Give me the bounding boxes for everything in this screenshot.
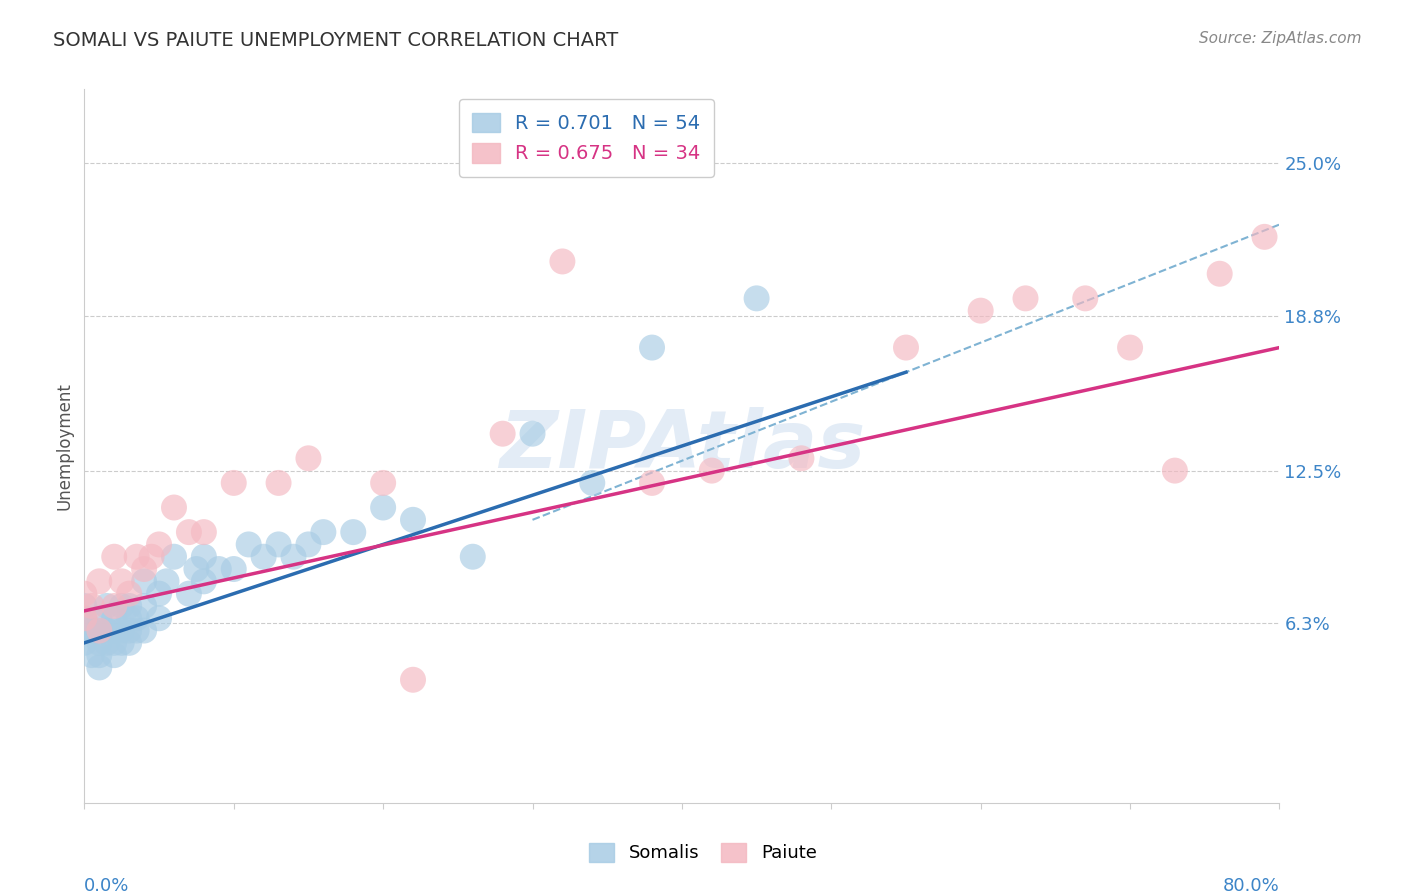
Point (73, 636, 96, 650)
Point (492, 426, 515, 441)
Text: 0.0%: 0.0% (84, 877, 129, 892)
Point (89, 624, 111, 638)
Point (103, 611, 125, 625)
Point (522, 426, 544, 441)
Point (111, 599, 134, 613)
Point (163, 549, 186, 564)
Point (402, 513, 425, 527)
Point (373, 475, 395, 490)
Point (111, 574, 134, 589)
Point (238, 537, 260, 551)
Point (283, 549, 305, 564)
Point (177, 587, 200, 601)
Point (970, 303, 993, 318)
Point (118, 599, 141, 613)
Point (1014, 291, 1036, 305)
Point (132, 599, 156, 613)
Point (208, 562, 231, 576)
Point (132, 624, 156, 638)
Point (111, 636, 134, 650)
Point (89, 636, 111, 650)
Point (163, 500, 186, 515)
Point (297, 451, 319, 466)
Point (96, 624, 118, 638)
Legend: Somalis, Paiute: Somalis, Paiute (582, 836, 824, 870)
Point (267, 475, 290, 490)
Point (125, 611, 148, 625)
Point (89, 624, 111, 638)
Text: ZIPAtlas: ZIPAtlas (499, 407, 865, 485)
Point (790, 451, 813, 466)
Point (186, 562, 208, 576)
Point (89, 611, 111, 625)
Point (461, 549, 484, 564)
Point (80, 599, 103, 613)
Legend: R = 0.701   N = 54, R = 0.675   N = 34: R = 0.701 N = 54, R = 0.675 N = 34 (458, 99, 714, 177)
Point (1209, 267, 1232, 281)
Point (193, 574, 215, 589)
Point (89, 660, 111, 674)
Point (73, 624, 96, 638)
Point (641, 341, 664, 355)
Point (103, 549, 125, 564)
Point (641, 475, 664, 490)
Text: 80.0%: 80.0% (1223, 877, 1279, 892)
Point (103, 624, 125, 638)
Point (89, 648, 111, 662)
Point (581, 475, 603, 490)
Point (342, 525, 364, 540)
Point (267, 537, 290, 551)
Point (894, 341, 917, 355)
Point (80, 624, 103, 638)
Point (118, 636, 141, 650)
Point (402, 673, 425, 687)
Point (1074, 291, 1097, 305)
Point (125, 624, 148, 638)
Point (118, 624, 141, 638)
Point (118, 611, 141, 625)
Point (177, 525, 200, 540)
Point (222, 562, 245, 576)
Point (253, 549, 276, 564)
Point (73, 599, 96, 613)
Text: Source: ZipAtlas.com: Source: ZipAtlas.com (1198, 31, 1361, 46)
Point (745, 291, 768, 305)
Point (132, 562, 156, 576)
Y-axis label: Unemployment: Unemployment (55, 382, 73, 510)
Point (111, 624, 134, 638)
Point (96, 636, 118, 650)
Point (1164, 464, 1187, 478)
Point (103, 636, 125, 650)
Point (312, 525, 335, 540)
Text: SOMALI VS PAIUTE UNEMPLOYMENT CORRELATION CHART: SOMALI VS PAIUTE UNEMPLOYMENT CORRELATIO… (53, 31, 619, 50)
Point (80, 648, 103, 662)
Point (148, 587, 170, 601)
Point (551, 254, 574, 268)
Point (193, 525, 215, 540)
Point (1253, 230, 1275, 244)
Point (132, 574, 156, 589)
Point (118, 587, 141, 601)
Point (193, 549, 215, 564)
Point (89, 574, 111, 589)
Point (700, 464, 723, 478)
Point (222, 475, 245, 490)
Point (373, 500, 395, 515)
Point (73, 611, 96, 625)
Point (1119, 341, 1142, 355)
Point (155, 574, 177, 589)
Point (148, 537, 170, 551)
Point (141, 549, 163, 564)
Point (73, 587, 96, 601)
Point (103, 648, 125, 662)
Point (148, 611, 170, 625)
Point (73, 611, 96, 625)
Point (125, 549, 148, 564)
Point (297, 537, 319, 551)
Point (103, 599, 125, 613)
Point (96, 599, 118, 613)
